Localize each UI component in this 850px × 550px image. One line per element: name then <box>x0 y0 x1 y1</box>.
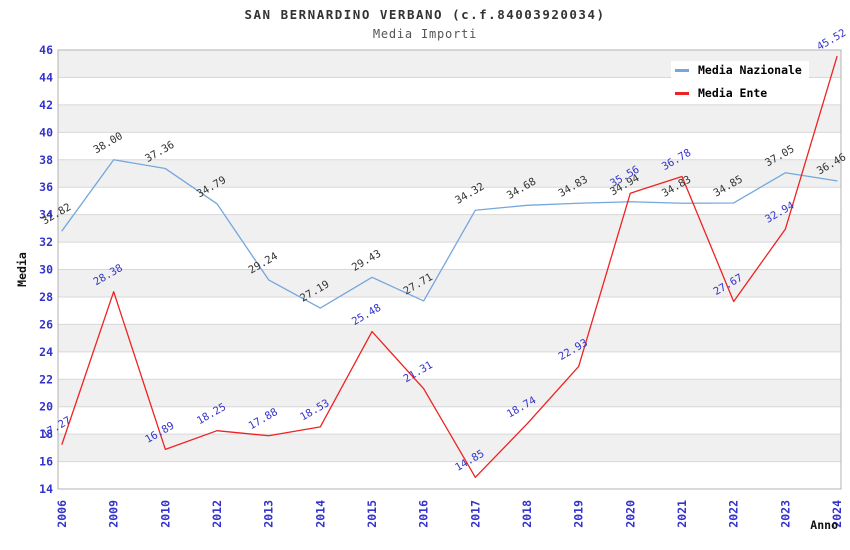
plot-band <box>58 296 841 325</box>
plot-band <box>58 379 841 407</box>
x-tick-label: 2016 <box>417 500 431 528</box>
x-tick-label: 2010 <box>158 500 172 528</box>
y-tick-label: 44 <box>39 70 53 84</box>
y-tick-label: 34 <box>39 208 53 222</box>
x-tick-label: 2022 <box>727 500 741 528</box>
x-tick-label: 2023 <box>778 500 792 528</box>
series-line-1 <box>61 55 838 478</box>
y-tick-label: 28 <box>39 290 53 304</box>
y-tick-label: 16 <box>39 455 53 469</box>
x-axis-title: Anno <box>810 518 838 532</box>
plot-band <box>58 351 841 380</box>
x-tick-label: 2019 <box>572 500 586 528</box>
y-tick-label: 36 <box>39 180 53 194</box>
y-axis-ticks: 46 44 42 40 38 36 34 32 30 28 26 24 22 20 18 16 14 <box>39 43 53 496</box>
y-tick-label: 22 <box>39 372 53 386</box>
plot-band <box>58 434 841 462</box>
series-line-0 <box>61 159 838 309</box>
plot-band <box>58 461 841 489</box>
legend-label-media-ente: Media Ente <box>698 86 768 100</box>
y-tick-label: 26 <box>39 317 53 331</box>
plot-band <box>58 406 841 435</box>
x-tick-label: 2020 <box>623 500 637 528</box>
plot-band <box>58 132 841 160</box>
y-tick-label: 30 <box>39 263 53 277</box>
plot-band <box>58 187 841 215</box>
y-tick-label: 14 <box>39 482 53 496</box>
y-tick-label: 32 <box>39 235 53 249</box>
x-tick-label: 2006 <box>55 500 69 528</box>
legend-item-media-ente: Media Ente <box>671 84 809 102</box>
x-tick-label: 2024 <box>830 500 844 528</box>
legend: Media Nazionale Media Ente <box>671 61 809 102</box>
plot-bands <box>58 50 841 489</box>
plot-band <box>58 104 841 133</box>
plot-band <box>58 159 841 188</box>
plot-band <box>58 324 841 352</box>
y-tick-label: 38 <box>39 153 53 167</box>
x-axis-ticks: 2006 2009 2010 2012 2013 2014 2015 2016 2017 2018… <box>55 500 844 528</box>
plot-band <box>58 269 841 297</box>
x-tick-label: 2018 <box>520 500 534 528</box>
x-tick-label: 2014 <box>313 500 327 528</box>
x-tick-label: 2015 <box>365 500 379 528</box>
x-tick-label: 2017 <box>468 500 482 528</box>
gridlines <box>58 76 841 463</box>
chart-subtitle: Media Importi <box>372 27 478 41</box>
legend-swatch-nazionale-icon <box>675 68 689 72</box>
legend-label-media-nazionale: Media Nazionale <box>698 63 802 77</box>
y-axis-title: Media <box>15 252 29 287</box>
plot-band <box>58 214 841 243</box>
legend-item-media-nazionale: Media Nazionale <box>671 61 809 79</box>
y-tick-label: 20 <box>39 400 53 414</box>
x-tick-label: 2021 <box>675 500 689 528</box>
y-tick-label: 18 <box>39 427 53 441</box>
x-tick-label: 2013 <box>262 500 276 528</box>
y-tick-label: 46 <box>39 43 53 57</box>
data-label: 45.52 <box>815 27 848 53</box>
plot-border <box>57 49 842 490</box>
x-tick-label: 2009 <box>107 500 121 528</box>
chart-title: SAN BERNARDINO VERBANO (c.f.84003920034) <box>244 7 606 22</box>
x-tick-label: 2012 <box>210 500 224 528</box>
legend-swatch-ente-icon <box>675 91 689 95</box>
y-tick-label: 40 <box>39 125 53 139</box>
y-tick-label: 24 <box>39 345 53 359</box>
y-tick-label: 42 <box>39 98 53 112</box>
